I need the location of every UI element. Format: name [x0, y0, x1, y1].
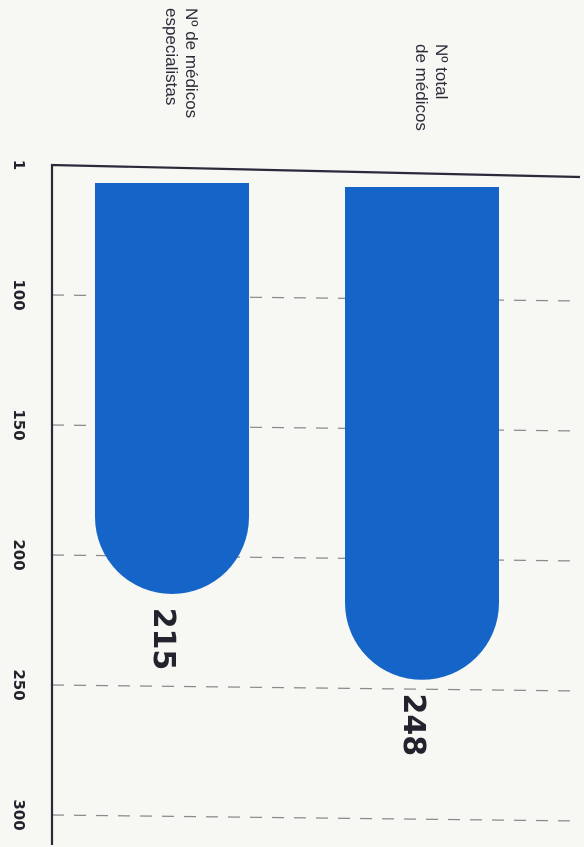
x-tick-label: 200 — [10, 539, 28, 570]
x-tick-label: 300 — [10, 799, 28, 830]
data-label: 215 — [146, 608, 181, 671]
data-label: 248 — [396, 693, 431, 756]
axis-line — [50, 163, 581, 845]
x-tick-label: 250 — [10, 669, 28, 700]
category-labels: Nº de médicosespecialistas Nº totalde méd… — [162, 8, 451, 131]
category-label: Nº totalde médicos — [412, 44, 451, 131]
bar — [95, 183, 249, 594]
x-tick-label: 100 — [10, 279, 28, 310]
gridline — [51, 814, 579, 822]
category-label: Nº de médicosespecialistas — [162, 8, 201, 118]
bar — [345, 187, 499, 680]
bars — [95, 183, 499, 680]
x-tick-label: 1 — [10, 160, 28, 170]
data-labels: 215 248 — [146, 608, 431, 756]
gridline — [51, 684, 579, 692]
x-tick-label: 150 — [10, 409, 28, 440]
x-axis-ticks: 1 100 150 200 250 300 — [10, 160, 28, 831]
